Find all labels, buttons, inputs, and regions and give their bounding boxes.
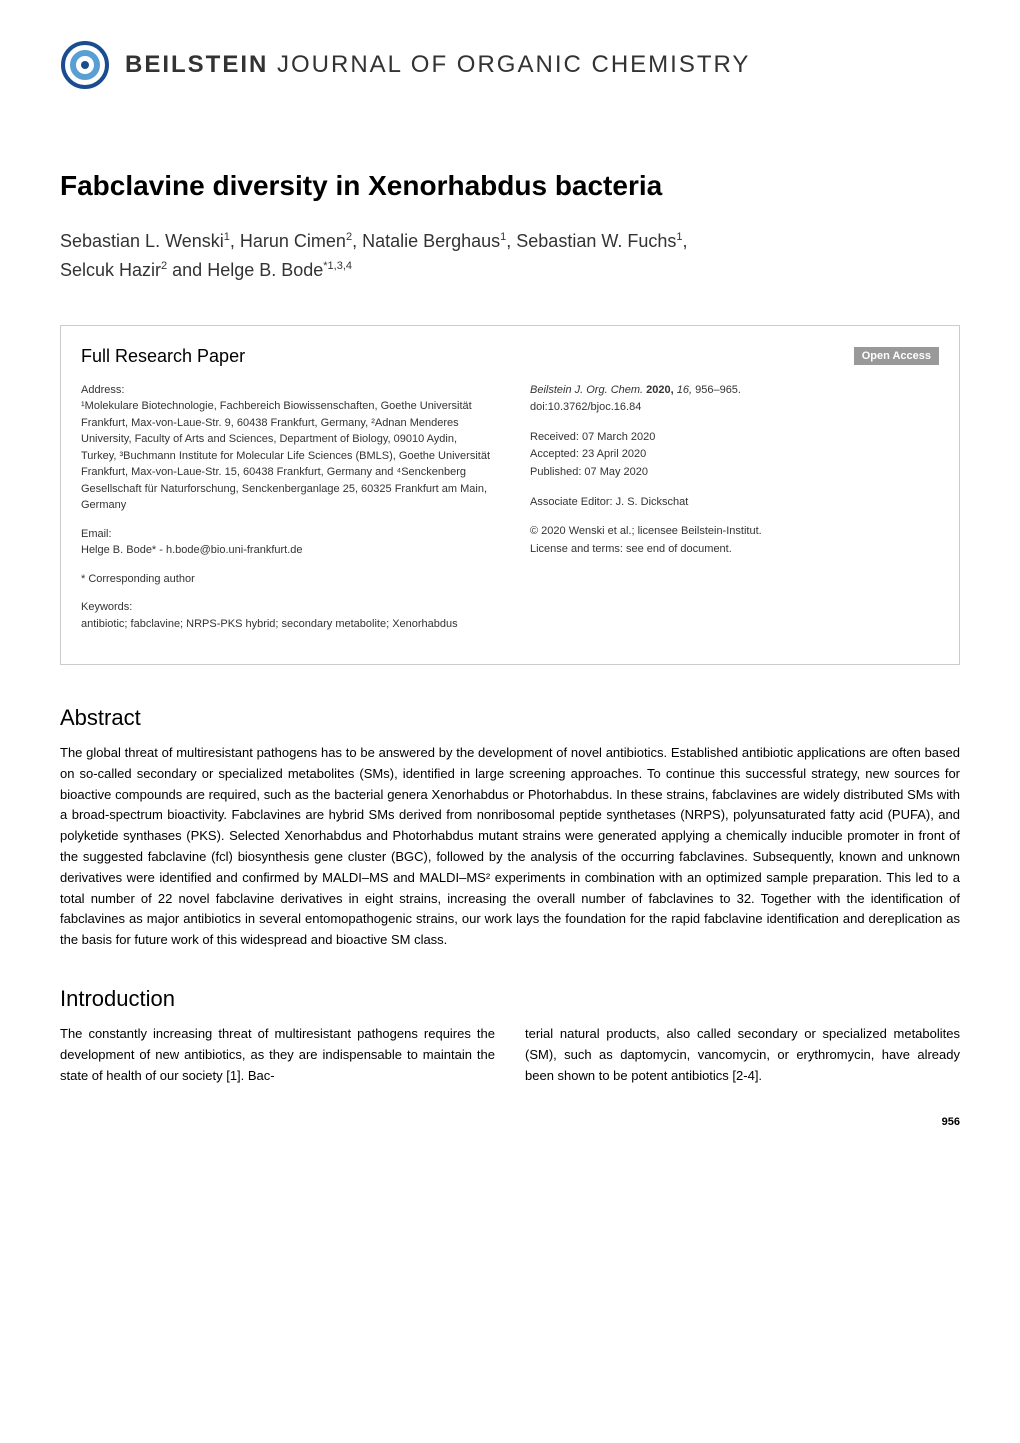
abstract-text: The global threat of multiresistant path… [60, 743, 960, 951]
article-title: Fabclavine diversity in Xenorhabdus bact… [60, 170, 960, 202]
license-section: © 2020 Wenski et al.; licensee Beilstein… [530, 523, 939, 558]
editor: Associate Editor: J. S. Dickschat [530, 494, 939, 512]
citation-year: 2020, [643, 384, 674, 396]
email-text: Helge B. Bode* - h.bode@bio.uni-frankfur… [81, 544, 303, 556]
beilstein-logo-icon [60, 40, 110, 90]
doi: doi:10.3762/bjoc.16.84 [530, 401, 641, 413]
keywords-section: Keywords: antibiotic; fabclavine; NRPS-P… [81, 599, 490, 632]
paper-type: Full Research Paper [81, 346, 245, 367]
page-number: 956 [60, 1116, 960, 1128]
metadata-box: Full Research Paper Open Access Address:… [60, 325, 960, 666]
introduction-col2: terial natural products, also called sec… [525, 1024, 960, 1086]
abstract-heading: Abstract [60, 705, 960, 731]
metadata-columns: Address: ¹Molekulare Biotechnologie, Fac… [81, 382, 939, 645]
introduction-heading: Introduction [60, 986, 960, 1012]
introduction-col1: The constantly increasing threat of mult… [60, 1024, 495, 1086]
open-access-badge: Open Access [854, 347, 939, 365]
authors-list: Sebastian L. Wenski1, Harun Cimen2, Nata… [60, 227, 960, 285]
email-label: Email: [81, 526, 490, 543]
citation-journal: Beilstein J. Org. Chem. [530, 384, 643, 396]
citation-vol: 16, [674, 384, 692, 396]
accepted-date: Accepted: 23 April 2020 [530, 448, 646, 460]
metadata-right-column: Beilstein J. Org. Chem. 2020, 16, 956–96… [530, 382, 939, 645]
address-label: Address: [81, 382, 490, 399]
journal-name-bold: BEILSTEIN [125, 51, 268, 78]
address-section: Address: ¹Molekulare Biotechnologie, Fac… [81, 382, 490, 514]
copyright: © 2020 Wenski et al.; licensee Beilstein… [530, 525, 762, 537]
address-text: ¹Molekulare Biotechnologie, Fachbereich … [81, 400, 490, 511]
corresponding-author: * Corresponding author [81, 571, 490, 588]
metadata-left-column: Address: ¹Molekulare Biotechnologie, Fac… [81, 382, 490, 645]
citation-pages: 956–965. [692, 384, 741, 396]
journal-header: BEILSTEIN JOURNAL OF ORGANIC CHEMISTRY [60, 40, 960, 90]
keywords-text: antibiotic; fabclavine; NRPS-PKS hybrid;… [81, 618, 458, 630]
paper-type-row: Full Research Paper Open Access [81, 346, 939, 367]
citation: Beilstein J. Org. Chem. 2020, 16, 956–96… [530, 382, 939, 417]
published-date: Published: 07 May 2020 [530, 466, 648, 478]
email-section: Email: Helge B. Bode* - h.bode@bio.uni-f… [81, 526, 490, 559]
license: License and terms: see end of document. [530, 543, 732, 555]
keywords-label: Keywords: [81, 599, 490, 616]
journal-name-light: JOURNAL OF ORGANIC CHEMISTRY [268, 51, 750, 78]
journal-name: BEILSTEIN JOURNAL OF ORGANIC CHEMISTRY [125, 51, 750, 79]
dates-section: Received: 07 March 2020 Accepted: 23 Apr… [530, 429, 939, 482]
introduction-columns: The constantly increasing threat of mult… [60, 1024, 960, 1086]
received-date: Received: 07 March 2020 [530, 431, 655, 443]
